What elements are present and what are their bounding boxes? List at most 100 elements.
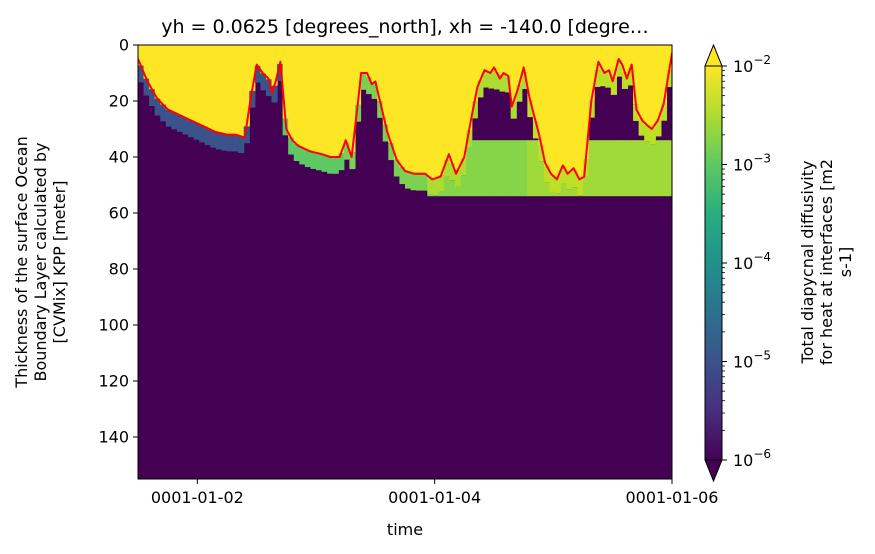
heatmap-cell-band (265, 79, 273, 97)
heatmap-cell-deep (449, 180, 456, 197)
colorbar-gradient (704, 65, 723, 461)
heatmap-cell-mixed (238, 45, 245, 137)
heatmap-cell-band (366, 77, 373, 95)
heatmap-cell-deep (633, 140, 640, 197)
heatmap-cell-band (232, 134, 239, 152)
heatmap-cell-mixed (610, 45, 617, 79)
heatmap-cell-mixed (605, 45, 612, 71)
heatmap-cell-band (633, 104, 640, 121)
heatmap-cell-deep (443, 176, 451, 197)
y-axis-label-line-2: Boundary Layer calculated by (31, 142, 50, 381)
heatmap-cell-band (393, 159, 401, 177)
heatmap-cell-deep (571, 187, 579, 197)
heatmap-cell-band (477, 80, 484, 98)
heatmap-cell-band (260, 73, 267, 91)
heatmap-cell-band (371, 82, 378, 99)
heatmap-cell-band (310, 152, 317, 169)
heatmap-cell-mixed (182, 45, 189, 118)
heatmap-cell-mixed (371, 45, 378, 83)
y-tick-label: 60 (109, 204, 129, 223)
heatmap-cell-mixed (316, 45, 323, 154)
heatmap-cell-band (277, 64, 284, 81)
colorbar-tick-label: 10−2 (733, 53, 771, 76)
heatmap-cell-deep (616, 140, 623, 197)
heatmap-cell-mixed (505, 45, 512, 76)
heatmap-cell-mixed (516, 45, 523, 85)
heatmap-cell-band (243, 126, 250, 144)
heatmap-cell-band (316, 153, 323, 171)
heatmap-cell-mixed (566, 45, 573, 173)
heatmap-cell-mixed (260, 45, 267, 74)
heatmap-cell-band (399, 167, 406, 185)
heatmap-cell-band (249, 90, 256, 108)
heatmap-cell-deep (644, 141, 651, 197)
heatmap-cell-band (443, 160, 451, 177)
heatmap-cell-mixed (388, 45, 395, 144)
heatmap-cell-mixed (638, 45, 645, 119)
heatmap-cell-deep (488, 140, 495, 197)
heatmap-cell-band (499, 74, 506, 92)
x-tick-label: 0001-01-04 (388, 488, 481, 507)
heatmap-cell-band (221, 133, 228, 151)
heatmap-cell-mixed (555, 45, 562, 177)
heatmap-cell-mixed (494, 45, 501, 73)
heatmap-cell-mixed (282, 45, 289, 119)
heatmap-cell-band (594, 70, 601, 87)
heatmap-cell-band (343, 142, 350, 160)
heatmap-cell-mixed (176, 45, 184, 116)
heatmap-cell-deep (516, 140, 523, 197)
heatmap-cell-band (455, 170, 462, 187)
colorbar-label: Total diapycnal diffusivity for heat at … (798, 159, 855, 365)
heatmap-cell-mixed (594, 45, 601, 71)
heatmap-cell-band (466, 130, 473, 148)
heatmap-cell-mixed (449, 45, 456, 164)
heatmap-cell-band (560, 166, 567, 184)
heatmap-cell-deep (460, 175, 467, 197)
heatmap-cell-mixed (366, 45, 373, 78)
heatmap-cell-deep (549, 191, 556, 197)
heatmap-cell-band (588, 100, 595, 118)
heatmap-cell-band (666, 70, 672, 88)
heatmap-cell-band (354, 104, 362, 122)
heatmap-cell-deep (599, 140, 606, 197)
heatmap-cell-band (488, 71, 495, 89)
heatmap-cell-band (555, 176, 562, 194)
heatmap-cell-band (188, 120, 195, 138)
heatmap-cell-band (193, 122, 200, 140)
heatmap-cell-mixed (343, 45, 350, 143)
heatmap-cell-band (549, 175, 556, 192)
heatmap-cell-band (510, 101, 517, 119)
heatmap-cell-band (571, 170, 579, 188)
y-axis-label-line-3: [CVMix] KPP [meter] (50, 181, 69, 344)
heatmap-cell-mixed (221, 45, 228, 134)
heatmap-cell-deep (527, 140, 534, 197)
heatmap-cell-band (199, 125, 206, 143)
heatmap-cell-band (471, 101, 478, 119)
heatmap-cell-mixed (577, 45, 584, 179)
heatmap-cell-mixed (277, 45, 284, 65)
heatmap-cell-deep (494, 140, 501, 197)
heatmap-cell-mixed (193, 45, 200, 123)
heatmap-cell-mixed (349, 45, 356, 153)
heatmap-cell-mixed (393, 45, 401, 160)
heatmap-cell-mixed (215, 45, 223, 133)
heatmap-cell-band (627, 68, 634, 86)
heatmap-cell-deep (499, 140, 506, 197)
y-axis-label-line-1: Thickness of the surface Ocean (12, 136, 31, 388)
heatmap-cell-band (349, 152, 356, 170)
heatmap-cell-band (544, 166, 551, 183)
heatmap-cell-band (482, 70, 490, 88)
heatmap-cell-mixed (666, 45, 672, 71)
heatmap-cell-deep (605, 140, 612, 197)
heatmap-cell-deep (555, 193, 562, 197)
heatmap-cell-deep (638, 140, 645, 197)
heatmap-cell-mixed (210, 45, 217, 131)
heatmap-cell-mixed (227, 45, 234, 135)
heatmap-cell-band (388, 143, 395, 161)
heatmap-cell-mixed (471, 45, 478, 102)
y-axis-label: Thickness of the surface Ocean Boundary … (12, 136, 69, 388)
heatmap-cell-band (160, 104, 167, 122)
heatmap-cell-mixed (288, 45, 295, 138)
heatmap-cell-band (644, 124, 651, 142)
heatmap-cell-mixed (143, 45, 150, 79)
